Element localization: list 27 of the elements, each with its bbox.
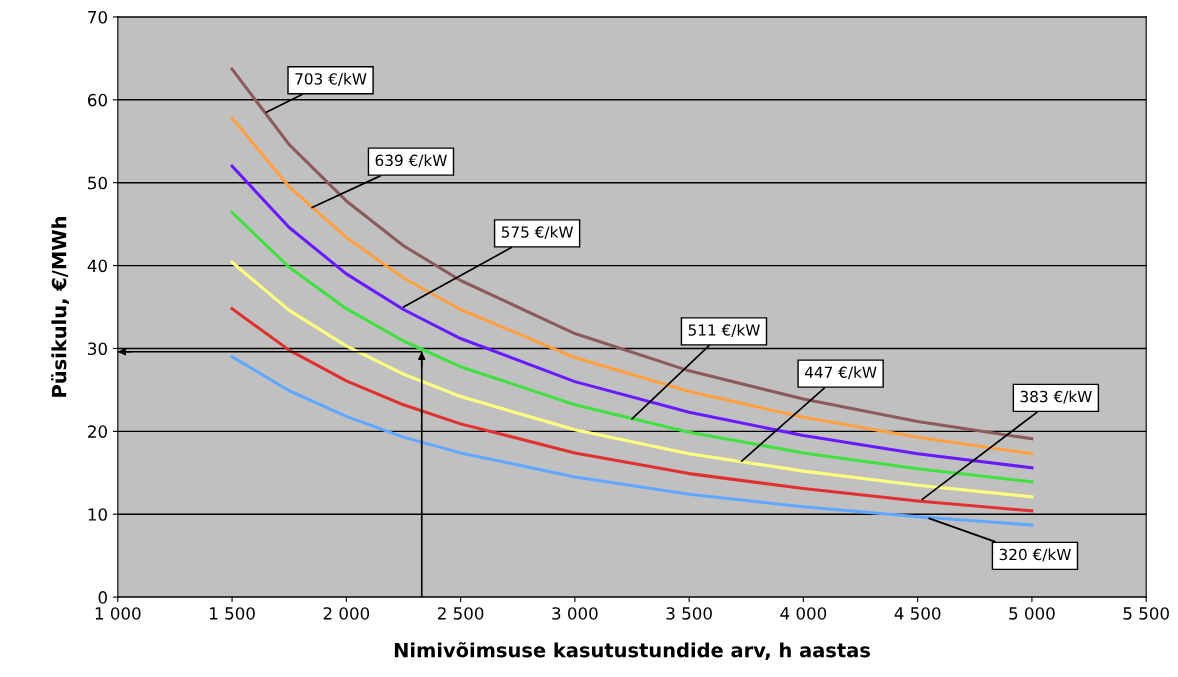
- y-tick-label: 20: [88, 425, 107, 438]
- annotation: 320 €/kW: [999, 548, 1071, 562]
- annotation: 383 €/kW: [1020, 390, 1092, 404]
- annotation: 447 €/kW: [804, 366, 877, 380]
- x-tick-label: 4 500: [894, 607, 941, 620]
- x-tick-label: 5 500: [1123, 607, 1169, 620]
- y-tick-label: 10: [88, 508, 107, 521]
- x-tick-label: 4 000: [780, 607, 827, 620]
- annotation: 575 €/kW: [501, 225, 574, 239]
- x-tick-label: 1 500: [210, 607, 255, 620]
- x-tick-label: 2 000: [323, 607, 370, 620]
- y-tick-label: 60: [88, 93, 107, 107]
- annotation: 511 €/kW: [688, 323, 760, 337]
- y-tick-label: 40: [87, 259, 107, 273]
- annotation: 639 €/kW: [375, 154, 447, 168]
- y-tick-label: 70: [88, 10, 107, 24]
- x-tick-label: 3 000: [552, 607, 598, 620]
- y-tick-label: 30: [88, 342, 107, 356]
- y-tick-label: 50: [88, 176, 107, 190]
- x-tick-label: 3 500: [666, 607, 712, 620]
- y-axis-title: Püsikulu, €/MWh: [51, 217, 69, 397]
- y-tick-label: 0: [98, 591, 107, 604]
- annotation: 703 €/kW: [295, 72, 367, 86]
- x-tick-label: 5 000: [1009, 607, 1055, 620]
- x-axis-title: Nimivõimsuse kasutustundide arv, h aastas: [394, 642, 870, 660]
- x-tick-label: 2 500: [437, 607, 484, 620]
- x-tick-label: 1 000: [95, 607, 141, 620]
